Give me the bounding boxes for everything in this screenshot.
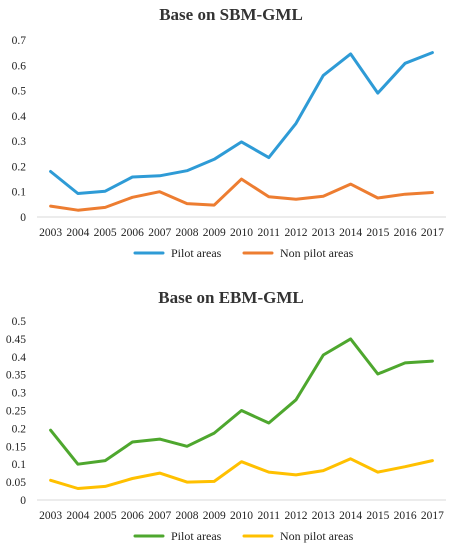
chart-title: Base on EBM-GML: [158, 288, 303, 307]
y-tick-label: 0.3: [12, 388, 27, 400]
y-tick-label: 0.45: [6, 334, 26, 346]
x-tick-label: 2005: [94, 227, 117, 239]
x-tick-label: 2007: [148, 510, 171, 522]
x-tick-label: 2008: [175, 227, 198, 239]
y-tick-label: 0: [20, 495, 26, 507]
chart-ebm-gml: Base on EBM-GML 0 0.05 0.1 0.15 0.2 0.25 0.3 0.3…: [6, 288, 446, 543]
y-tick-label: 0.7: [12, 35, 27, 47]
legend-label: Non pilot areas: [280, 529, 354, 543]
legend-label: Non pilot areas: [280, 246, 354, 260]
x-tick-label: 2013: [312, 227, 335, 239]
x-tick-label: 2003: [39, 227, 62, 239]
x-tick-label: 2005: [94, 510, 117, 522]
series-line-non-pilot-areas: [49, 457, 434, 490]
x-tick-label: 2015: [366, 227, 389, 239]
x-tick-label: 2014: [339, 227, 362, 239]
y-tick-label: 0.6: [12, 60, 27, 72]
x-tick-label: 2017: [421, 227, 444, 239]
x-tick-label: 2004: [66, 227, 89, 239]
x-tick-label: 2013: [312, 510, 335, 522]
y-tick-label: 0.5: [12, 316, 27, 328]
chart-title: Base on SBM-GML: [159, 5, 303, 24]
y-tick-label: 0.05: [6, 477, 26, 489]
x-tick-label: 2004: [66, 510, 89, 522]
series-line-pilot-areas: [49, 51, 434, 195]
x-tick-label: 2016: [394, 227, 417, 239]
x-tick-label: 2015: [366, 510, 389, 522]
y-tick-label: 0.2: [12, 161, 27, 173]
x-tick-label: 2017: [421, 510, 444, 522]
legend-label: Pilot areas: [171, 529, 222, 543]
x-tick-label: 2009: [203, 227, 226, 239]
x-tick-label: 2006: [121, 227, 144, 239]
x-tick-label: 2008: [175, 510, 198, 522]
x-tick-label: 2012: [285, 510, 308, 522]
x-tick-label: 2010: [230, 510, 253, 522]
series-line-pilot-areas: [49, 337, 434, 466]
series-line-non-pilot-areas: [49, 177, 434, 212]
x-tick-label: 2009: [203, 510, 226, 522]
chart-sbm-gml: Base on SBM-GML 0 0.1 0.2 0.3 0.4 0.5 0.6 0.7 200…: [12, 5, 446, 260]
x-tick-label: 2011: [257, 510, 280, 522]
x-tick-label: 2012: [285, 227, 308, 239]
x-tick-label: 2003: [39, 510, 62, 522]
y-tick-label: 0.4: [12, 352, 27, 364]
y-tick-label: 0: [20, 212, 26, 224]
y-tick-label: 0.5: [12, 86, 27, 98]
y-tick-label: 0.35: [6, 370, 26, 382]
x-tick-label: 2010: [230, 227, 253, 239]
x-tick-label: 2007: [148, 227, 171, 239]
y-tick-label: 0.3: [12, 136, 27, 148]
legend-label: Pilot areas: [171, 246, 222, 260]
x-tick-label: 2016: [394, 510, 417, 522]
y-tick-label: 0.4: [12, 111, 27, 123]
x-tick-label: 2014: [339, 510, 362, 522]
y-tick-label: 0.2: [12, 423, 27, 435]
y-tick-label: 0.1: [12, 459, 27, 471]
y-tick-label: 0.25: [6, 406, 26, 418]
x-tick-label: 2011: [257, 227, 280, 239]
x-tick-label: 2006: [121, 510, 144, 522]
y-tick-label: 0.1: [12, 187, 27, 199]
y-tick-label: 0.15: [6, 441, 26, 453]
